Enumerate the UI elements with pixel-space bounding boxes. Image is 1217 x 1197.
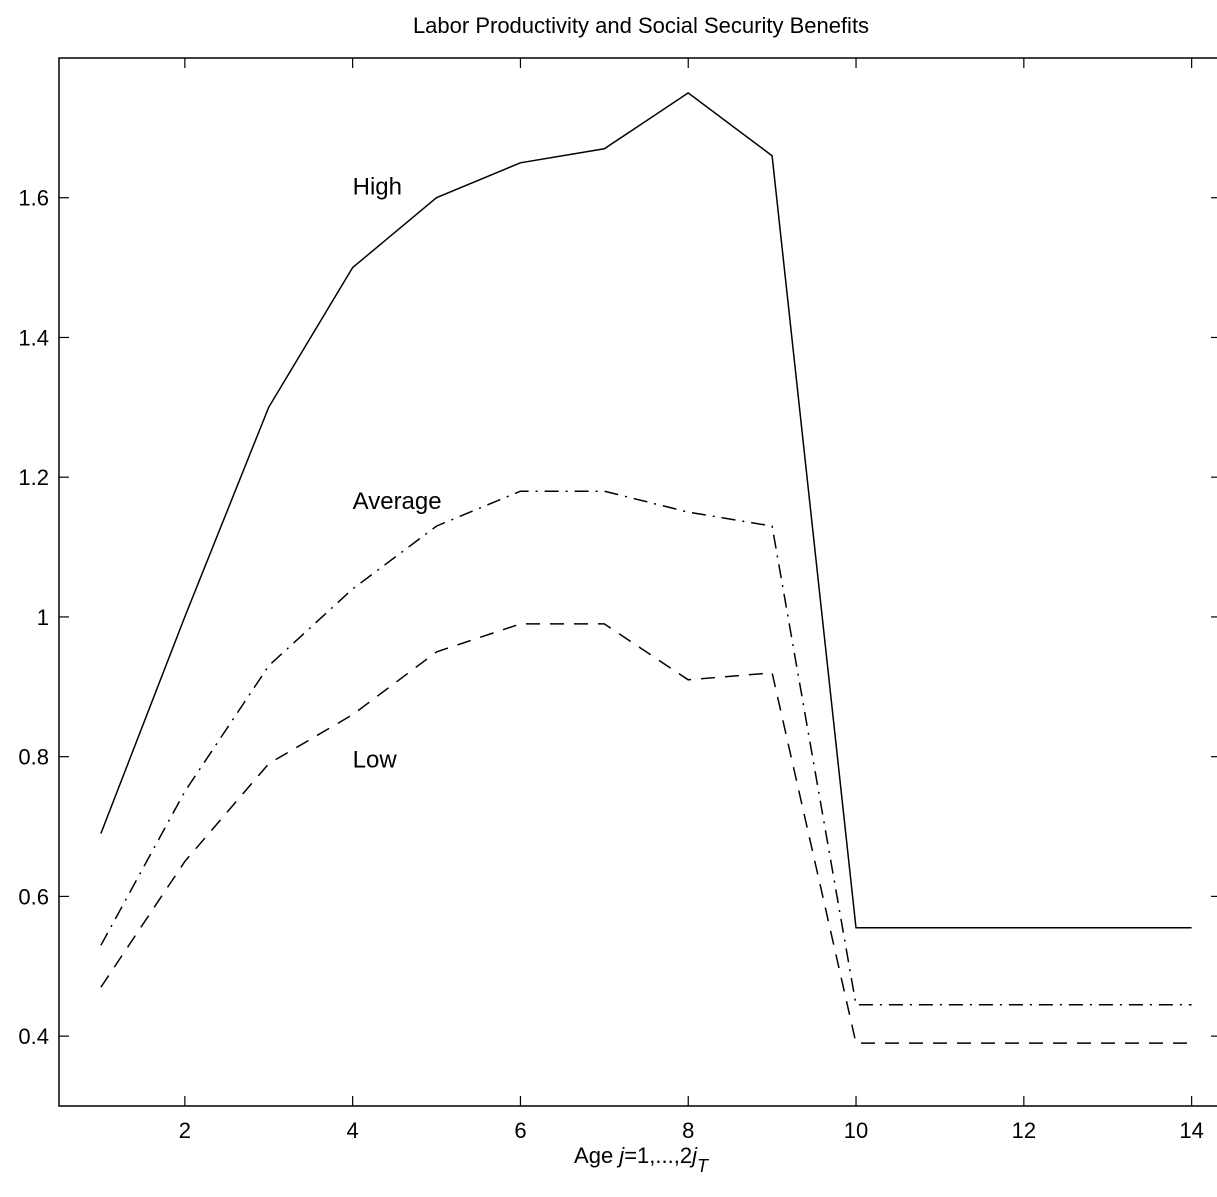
x-axis-label: Age j=1,...,2jT [574,1143,710,1176]
x-tick-label: 14 [1179,1118,1203,1143]
x-tick-label: 12 [1012,1118,1036,1143]
x-tick-label: 2 [179,1118,191,1143]
x-axis-label-mid: =1,...,2 [624,1143,692,1168]
annotation-high: High [353,174,402,201]
annotation-low: Low [353,747,398,774]
x-axis-label-sub: T [697,1156,710,1176]
plot-frame [58,57,1217,1107]
y-tick-label: 0.6 [18,884,49,909]
x-tick-label: 6 [514,1118,526,1143]
x-tick-label: 8 [682,1118,694,1143]
y-tick-label: 1.4 [18,325,49,350]
annotation-average: Average [353,488,442,515]
series-annotations: High Average Low [353,174,442,774]
x-axis-label-var2: j [689,1143,698,1168]
chart-title: Labor Productivity and Social Security B… [413,13,869,38]
y-tick-label: 1 [37,605,49,630]
y-tick-label: 1.2 [18,465,49,490]
series-line-dashed [100,623,1192,1044]
y-tick-label: 0.8 [18,745,49,770]
y-tick-label: 1.6 [18,186,49,211]
series-line-dashdot [100,490,1192,1006]
x-tick-label: 4 [347,1118,359,1143]
x-axis-label-var: j [616,1143,625,1168]
series-lines [100,91,1192,1044]
x-tick-label: 10 [844,1118,868,1143]
axis-ticks: 2 4 6 8 10 12 14 0.4 0.6 0.8 1 1.2 1.4 1.6 [18,58,1217,1143]
y-tick-label: 0.4 [18,1024,49,1049]
x-axis-label-prefix: Age [574,1143,619,1168]
series-line-solid [100,91,1192,929]
